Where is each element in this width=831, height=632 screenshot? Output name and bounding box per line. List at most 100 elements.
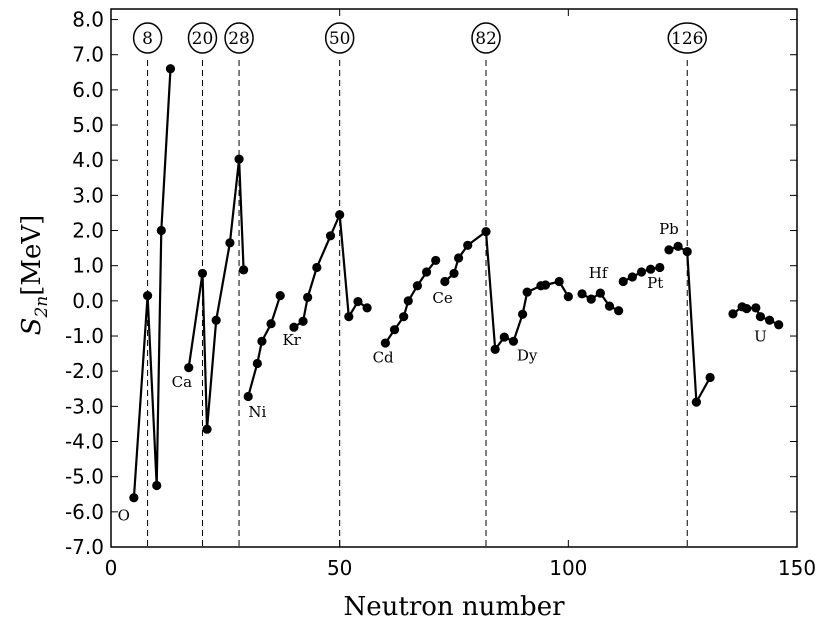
data-point: [636, 267, 647, 277]
series-line: [187, 158, 245, 430]
data-point: [353, 296, 363, 307]
magic-number-label: 20: [192, 29, 214, 49]
magic-number-label: 8: [142, 29, 153, 49]
data-point: [440, 276, 450, 287]
data-point: [554, 276, 564, 287]
y-tick-label: 0.0: [72, 289, 104, 313]
data-point: [239, 265, 249, 275]
y-tick-label: 7.0: [72, 43, 104, 67]
data-point: [682, 247, 692, 257]
element-label: Ca: [172, 373, 192, 391]
data-point: [421, 267, 432, 277]
data-point: [453, 253, 464, 263]
data-point: [303, 292, 313, 302]
data-point: [399, 312, 409, 322]
y-tick-label: -4.0: [65, 430, 104, 454]
x-tick-label: 100: [549, 556, 587, 580]
element-label: Ni: [248, 403, 266, 421]
series-line: [247, 295, 282, 397]
magic-number-circle: [667, 22, 707, 54]
data-point: [481, 226, 491, 237]
data-point: [252, 358, 262, 369]
y-axis-label: S2n[MeV]: [17, 215, 52, 336]
data-point: [289, 322, 299, 332]
magic-number-circle: [224, 22, 254, 54]
data-point: [764, 315, 775, 325]
data-point: [275, 290, 285, 301]
data-point: [152, 480, 162, 491]
data-point: [563, 292, 573, 302]
y-tick-label: 8.0: [72, 8, 104, 32]
y-tick-label: 5.0: [72, 113, 104, 137]
data-point: [490, 344, 500, 354]
data-point: [312, 262, 322, 273]
element-label: Ce: [432, 289, 452, 307]
y-tick-label: -6.0: [65, 500, 104, 524]
data-point: [508, 336, 519, 346]
magic-number-label: 82: [475, 29, 497, 49]
magic-number-circle: [471, 22, 501, 54]
element-label: Pb: [659, 220, 679, 238]
magic-number-label: 50: [329, 29, 351, 49]
data-point: [618, 276, 628, 287]
y-tick-label: 3.0: [72, 183, 104, 207]
element-label: Dy: [517, 347, 538, 365]
data-series: [129, 64, 784, 503]
data-point: [604, 301, 615, 311]
data-point: [165, 64, 176, 74]
data-point: [664, 245, 674, 255]
y-tick-label: -7.0: [65, 535, 104, 559]
magic-number-label: 126: [671, 29, 703, 49]
data-point: [325, 231, 336, 241]
data-point: [646, 264, 656, 274]
magic-number-label: 28: [228, 29, 250, 49]
data-point: [595, 288, 605, 298]
data-point: [655, 262, 665, 273]
x-axis-label: Neutron number: [343, 592, 565, 622]
y-tick-label: 1.0: [72, 254, 104, 278]
plot-frame: [110, 8, 798, 548]
data-point: [577, 289, 587, 299]
element-labels: O Ca Ni Kr Cd Ce Dy Hf Pt Pb U: [118, 220, 767, 525]
y-tick-label: 4.0: [72, 148, 104, 172]
data-point: [156, 225, 166, 236]
element-label: U: [754, 327, 767, 345]
y-axis-label-unit: [MeV]: [17, 215, 47, 296]
data-point: [742, 303, 752, 314]
series-line: [668, 245, 712, 406]
y-tick-label: -1.0: [65, 324, 104, 348]
data-point: [257, 336, 267, 346]
data-point: [412, 281, 423, 291]
magic-number-circle: [324, 22, 355, 54]
data-point: [211, 315, 221, 325]
data-point: [142, 290, 153, 301]
element-label: Kr: [282, 331, 301, 349]
data-point: [691, 397, 701, 407]
data-point: [362, 303, 372, 313]
data-point: [499, 332, 509, 342]
data-point: [344, 312, 354, 322]
y-tick-label: -5.0: [65, 465, 104, 489]
data-point: [751, 303, 761, 313]
data-point: [540, 280, 551, 290]
data-point: [380, 338, 390, 348]
x-tick-label: 0: [105, 556, 118, 580]
element-label: Hf: [589, 264, 609, 282]
data-point: [234, 154, 244, 164]
data-point: [431, 255, 441, 266]
data-point: [614, 306, 624, 316]
data-point: [197, 268, 208, 279]
y-tick-label: -3.0: [65, 394, 104, 418]
y-axis-label-symbol: S: [17, 318, 47, 336]
data-point: [774, 320, 784, 330]
data-point: [225, 238, 235, 248]
series-line: [132, 68, 172, 498]
data-point: [129, 493, 139, 503]
data-point: [728, 309, 738, 319]
element-label: Pt: [647, 274, 663, 292]
data-point: [522, 287, 532, 297]
data-point: [518, 309, 528, 319]
data-point: [243, 391, 253, 402]
element-label: Cd: [373, 348, 394, 366]
